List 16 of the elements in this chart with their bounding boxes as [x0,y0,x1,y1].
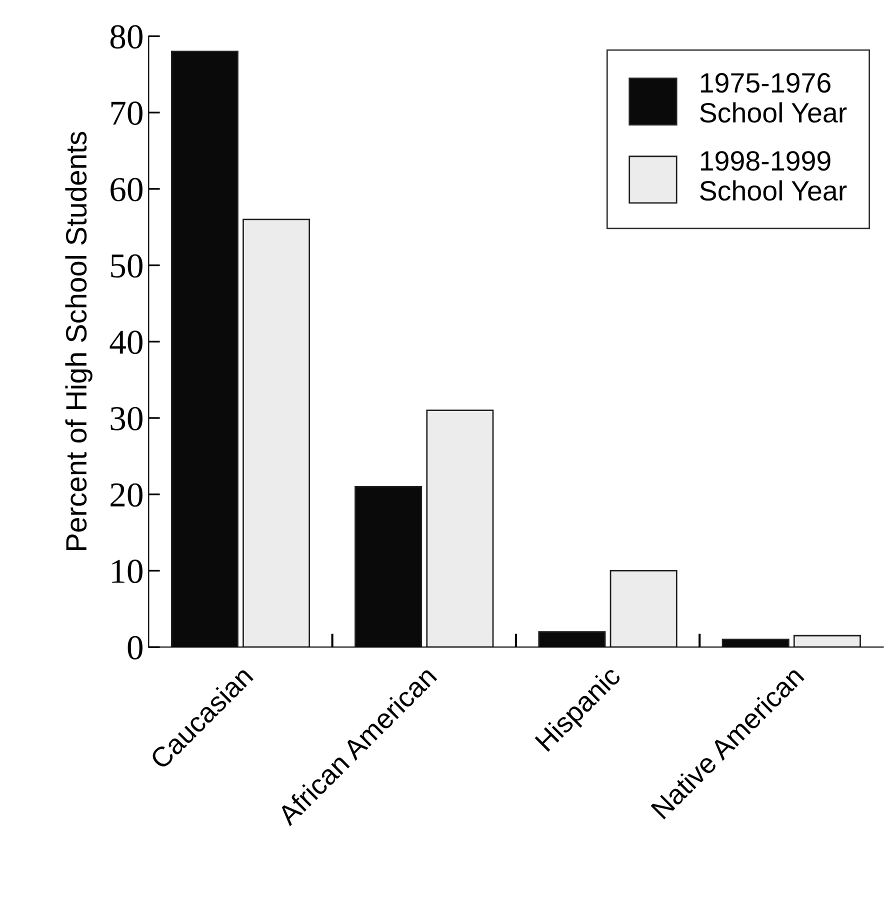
y-tick-label: 70 [111,102,142,125]
bar [426,410,494,648]
y-tick-label: 50 [111,254,142,278]
y-tick-label: 60 [110,178,142,202]
y-tick-label: 20 [110,483,142,507]
y-tick-label: 30 [110,406,142,430]
y-tick-label: 0 [128,636,142,660]
y-tick-label: 10 [112,560,142,584]
bar [242,218,310,648]
legend-label: 1998-1999 School Year [700,151,847,201]
bar [793,634,861,648]
legend-label: 1975-1976 School Year [700,73,847,123]
y-axis-title: Percent of High School Students [65,132,92,550]
bar [610,570,678,648]
y-tick-label: 80 [110,25,142,49]
y-tick-label: 40 [110,330,142,354]
